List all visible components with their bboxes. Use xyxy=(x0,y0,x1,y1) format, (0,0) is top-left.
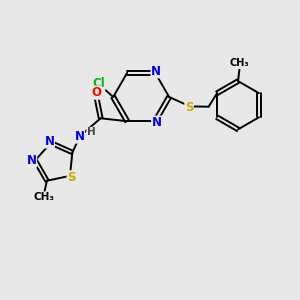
Text: N: N xyxy=(151,65,161,78)
Text: S: S xyxy=(67,171,76,184)
Text: CH₃: CH₃ xyxy=(34,192,55,202)
Text: N: N xyxy=(27,154,37,167)
Text: O: O xyxy=(91,86,101,99)
Text: H: H xyxy=(87,128,96,137)
Text: N: N xyxy=(44,135,54,148)
Text: N: N xyxy=(152,116,162,129)
Text: S: S xyxy=(185,100,194,113)
Text: N: N xyxy=(74,130,85,143)
Text: CH₃: CH₃ xyxy=(230,58,249,68)
Text: Cl: Cl xyxy=(92,77,105,90)
